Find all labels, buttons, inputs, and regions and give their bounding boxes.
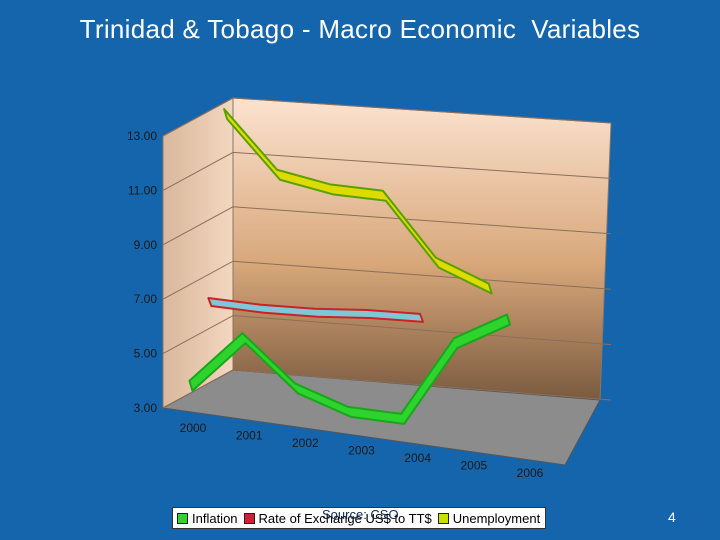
- legend-item-exchange-rate: Rate of Exchange US$ to TT$: [243, 510, 432, 526]
- x-tick-label: 2002: [292, 436, 319, 450]
- series-group: [188, 107, 511, 425]
- gridline: [162, 97, 612, 137]
- page-number: 4: [668, 509, 676, 525]
- legend-swatch-unemployment: [437, 512, 449, 524]
- legend-label-inflation: Inflation: [192, 510, 238, 526]
- series-ribbon: [188, 313, 511, 425]
- x-tick-label: 2001: [236, 429, 263, 443]
- y-tick-label: 13.00: [127, 129, 157, 143]
- gridline: [162, 369, 612, 409]
- legend-item-unemployment: Unemployment: [437, 510, 541, 526]
- gridlines: [162, 97, 612, 409]
- x-tick-label: 2004: [404, 451, 431, 465]
- y-tick-label: 5.00: [134, 347, 158, 361]
- x-tick-label: 2003: [348, 444, 375, 458]
- slide-title: Trinidad & Tobago - Macro Economic Varia…: [79, 14, 641, 44]
- legend-swatch-inflation: [177, 512, 188, 524]
- gridline: [162, 260, 612, 300]
- series-ribbon: [207, 297, 425, 323]
- legend-item-inflation: Inflation: [177, 511, 238, 526]
- legend-swatch-exchange-rate: [243, 512, 255, 524]
- y-tick-label: 3.00: [134, 401, 158, 415]
- y-axis-ticks: 3.00 5.00 7.00 9.00 11.00 13.00: [127, 129, 157, 415]
- legend: Inflation Rate of Exchange US$ to TT$ Un…: [172, 507, 546, 529]
- y-tick-label: 7.00: [134, 292, 158, 306]
- source-note: Source: CSO: [322, 507, 399, 522]
- x-axis-ticks: 2000 2001 2002 2003 2004 2005 2006: [180, 421, 544, 480]
- legend-label-exchange-rate: Rate of Exchange US$ to TT$: [258, 510, 432, 526]
- gridline: [162, 151, 612, 191]
- y-tick-label: 9.00: [134, 238, 158, 252]
- chart-back-wall: [232, 97, 612, 401]
- x-tick-label: 2000: [180, 421, 207, 435]
- y-tick-label: 11.00: [128, 183, 157, 197]
- x-tick-label: 2005: [460, 459, 487, 473]
- x-tick-label: 2006: [517, 466, 544, 480]
- series-ribbon: [223, 107, 493, 295]
- gridline: [162, 206, 612, 246]
- legend-label-unemployment: Unemployment: [452, 510, 541, 526]
